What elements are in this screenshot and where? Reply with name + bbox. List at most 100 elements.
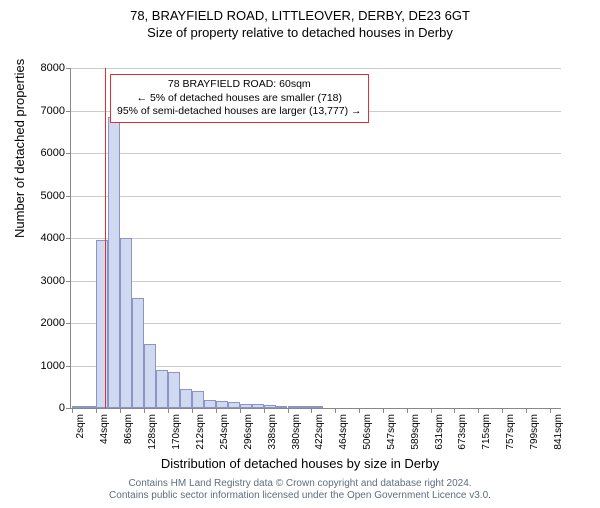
ytick-mark [66,366,71,367]
ytick-mark [66,153,71,154]
xtick-label: 715sqm [481,414,492,450]
xtick-label: 254sqm [219,414,230,450]
histogram-bar [108,117,120,408]
xtick-label: 841sqm [553,414,564,450]
ytick-mark [66,111,71,112]
xtick-mark [454,408,455,413]
xtick-label: 506sqm [362,414,373,450]
ytick-label: 7000 [25,105,65,117]
histogram-bar [264,405,276,408]
xtick-label: 631sqm [434,414,445,450]
xtick-label: 547sqm [386,414,397,450]
xtick-mark [216,408,217,413]
xtick-mark [288,408,289,413]
xtick-label: 380sqm [291,414,302,450]
ytick-label: 5000 [25,190,65,202]
histogram-bar [276,406,288,408]
xtick-mark [72,408,73,413]
footer-line1: Contains HM Land Registry data © Crown c… [0,478,600,490]
xtick-label: 296sqm [243,414,254,450]
gridline [71,153,561,154]
xtick-label: 673sqm [457,414,468,450]
annotation-box: 78 BRAYFIELD ROAD: 60sqm ← 5% of detache… [110,74,369,123]
footer-line2: Contains public sector information licen… [0,490,600,502]
ytick-mark [66,238,71,239]
ytick-mark [66,323,71,324]
chart-subtitle: Size of property relative to detached ho… [0,25,600,40]
histogram-bar [180,389,192,408]
histogram-bar [299,406,311,408]
histogram-bar [240,404,252,408]
histogram-bar [204,400,216,409]
ytick-label: 2000 [25,317,65,329]
gridline [71,323,561,324]
property-marker-line [105,68,106,408]
ytick-label: 0 [25,402,65,414]
ytick-label: 8000 [25,62,65,74]
histogram-bar [311,406,323,408]
gridline [71,238,561,239]
xtick-mark [502,408,503,413]
xtick-mark [311,408,312,413]
ytick-label: 6000 [25,147,65,159]
xtick-label: 86sqm [123,414,134,444]
xtick-label: 128sqm [147,414,158,450]
histogram-bar [156,370,168,408]
ytick-mark [66,281,71,282]
xtick-label: 2sqm [75,414,86,438]
ytick-mark [66,408,71,409]
xtick-label: 464sqm [338,414,349,450]
xtick-label: 44sqm [99,414,110,444]
xtick-mark [120,408,121,413]
xtick-mark [240,408,241,413]
histogram-bar [216,401,228,408]
xtick-mark [359,408,360,413]
histogram-bar [132,298,144,409]
histogram-bar [144,344,156,408]
histogram-bar [192,391,204,408]
xtick-mark [550,408,551,413]
histogram-bar [168,372,180,408]
ytick-label: 4000 [25,232,65,244]
chart-area: 0100020003000400050006000700080002sqm44s… [70,68,560,408]
xtick-mark [168,408,169,413]
ytick-label: 3000 [25,275,65,287]
xtick-mark [192,408,193,413]
xtick-mark [144,408,145,413]
histogram-bar [72,406,84,408]
footer: Contains HM Land Registry data © Crown c… [0,478,600,502]
annotation-line3: 95% of semi-detached houses are larger (… [117,105,362,119]
xtick-label: 757sqm [505,414,516,450]
histogram-bar [228,402,240,408]
xtick-mark [335,408,336,413]
histogram-bar [84,406,96,408]
histogram-bar [288,406,300,408]
histogram-bar [96,240,108,408]
histogram-bar [120,238,132,408]
gridline [71,281,561,282]
xtick-mark [264,408,265,413]
histogram-bar [252,404,264,408]
x-axis-label: Distribution of detached houses by size … [0,456,600,471]
gridline [71,196,561,197]
annotation-line2: ← 5% of detached houses are smaller (718… [117,92,362,106]
xtick-label: 212sqm [195,414,206,450]
xtick-label: 338sqm [267,414,278,450]
xtick-label: 170sqm [171,414,182,450]
chart-title: 78, BRAYFIELD ROAD, LITTLEOVER, DERBY, D… [0,8,600,23]
ytick-mark [66,68,71,69]
xtick-mark [478,408,479,413]
xtick-mark [96,408,97,413]
ytick-label: 1000 [25,360,65,372]
gridline [71,68,561,69]
xtick-mark [407,408,408,413]
xtick-label: 422sqm [314,414,325,450]
xtick-mark [526,408,527,413]
xtick-label: 589sqm [410,414,421,450]
xtick-label: 799sqm [529,414,540,450]
chart-container: 78, BRAYFIELD ROAD, LITTLEOVER, DERBY, D… [0,8,600,508]
xtick-mark [383,408,384,413]
annotation-line1: 78 BRAYFIELD ROAD: 60sqm [117,78,362,92]
ytick-mark [66,196,71,197]
xtick-mark [431,408,432,413]
